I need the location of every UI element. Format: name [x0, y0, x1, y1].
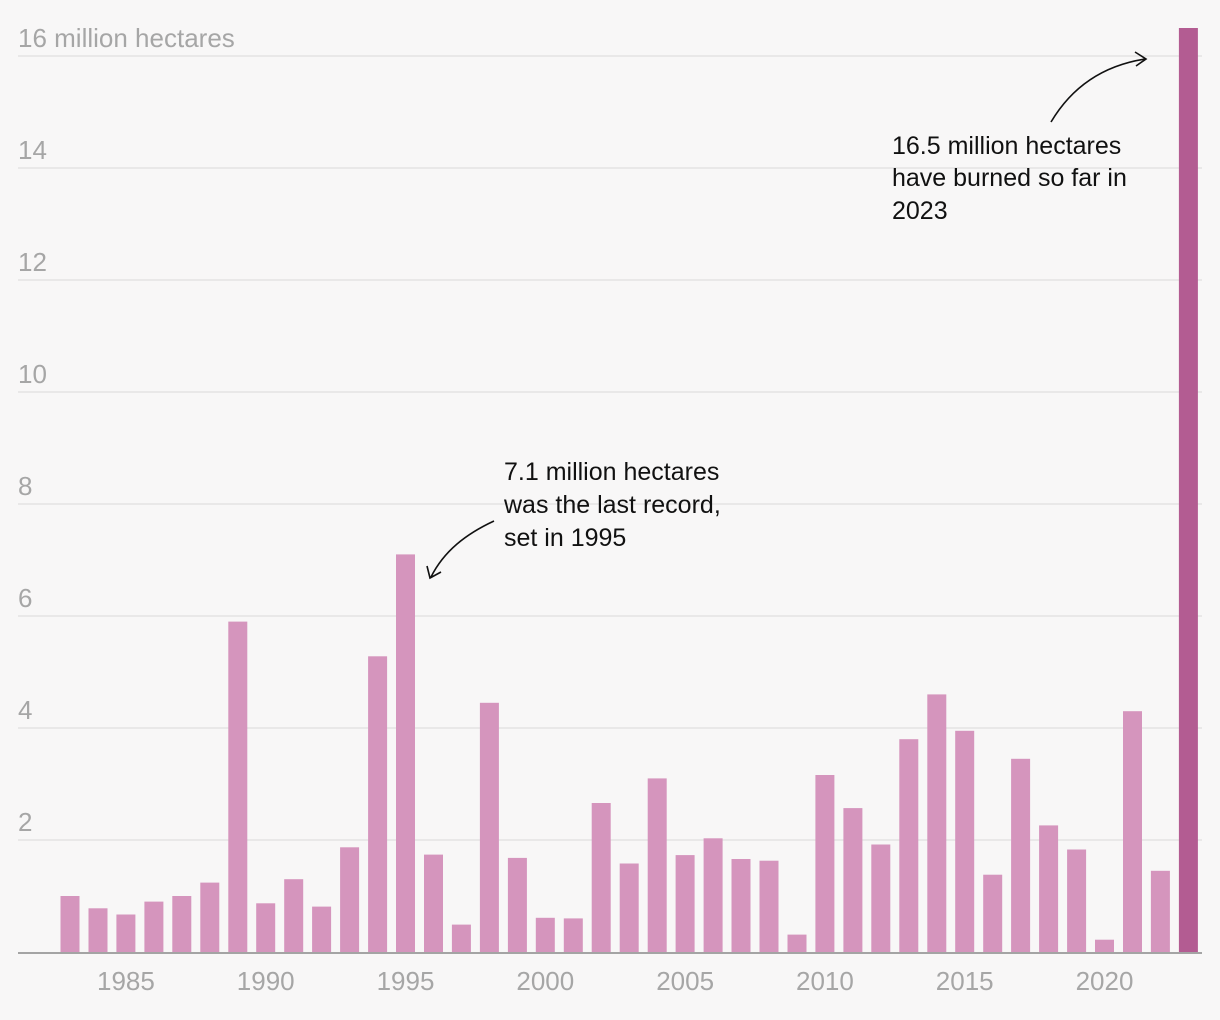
bar-1991	[284, 879, 304, 952]
bar-1997	[451, 924, 471, 952]
bar-1996	[424, 854, 443, 952]
bar-2016	[983, 874, 1003, 952]
y-axis-ticks: 16 million hectares 14 12 10 8 6 4 2	[18, 23, 235, 837]
bar-2010	[815, 775, 835, 952]
bar-1988	[200, 882, 220, 952]
y-tick-label: 6	[18, 583, 32, 613]
bar-1983	[60, 896, 80, 952]
x-tick-label: 2020	[1076, 966, 1134, 996]
bar-2006	[703, 838, 723, 952]
bar-2011	[843, 808, 863, 952]
bar-2001	[563, 918, 583, 952]
x-tick-label: 1990	[237, 966, 295, 996]
y-tick-label: 4	[18, 695, 32, 725]
bar-2008	[759, 860, 779, 952]
gridlines	[18, 55, 1202, 841]
x-tick-label: 2000	[516, 966, 574, 996]
annotation-2023: 16.5 million hectares have burned so far…	[892, 51, 1148, 225]
bar-2002	[591, 803, 611, 952]
bar-2004	[647, 778, 667, 952]
bar-2007	[731, 859, 751, 952]
bar-1985	[116, 914, 136, 952]
bar-2023	[1178, 28, 1198, 952]
bar-1993	[340, 847, 360, 952]
annotation-2023-arrowhead	[1134, 51, 1148, 67]
y-tick-label: 12	[18, 247, 47, 277]
bar-2005	[675, 855, 695, 952]
annotation-1995-arrowhead	[426, 565, 442, 580]
bar-1999	[507, 857, 527, 952]
bar-2012	[871, 844, 891, 952]
x-tick-label: 2010	[796, 966, 854, 996]
bar-1990	[256, 903, 276, 952]
x-axis-ticks: 1985 1990 1995 2000 2005 2010 2015 2020	[97, 966, 1133, 996]
annotation-2023-line-3: 2023	[892, 197, 948, 225]
bar-1992	[312, 906, 332, 952]
y-tick-label: 10	[18, 359, 47, 389]
bar-2018	[1039, 825, 1059, 952]
bar-1987	[172, 896, 192, 952]
bar-2014	[927, 694, 947, 952]
x-tick-label: 1995	[377, 966, 435, 996]
bar-2000	[535, 917, 555, 952]
bar-1994	[368, 656, 388, 952]
y-tick-label: 8	[18, 471, 32, 501]
bar-1984	[88, 908, 108, 952]
annotation-1995-line-1: 7.1 million hectares	[504, 458, 719, 486]
annotation-2023-line-1: 16.5 million hectares	[892, 132, 1121, 160]
bar-2022	[1150, 870, 1170, 952]
bar-2003	[619, 863, 639, 952]
annotation-1995-line-2: was the last record,	[503, 491, 721, 519]
bar-2015	[955, 730, 975, 952]
bar-2020	[1095, 939, 1114, 952]
bar-2009	[787, 934, 807, 952]
x-tick-label: 1985	[97, 966, 155, 996]
x-tick-label: 2015	[936, 966, 994, 996]
annotation-1995-line-3: set in 1995	[504, 524, 626, 552]
x-tick-label: 2005	[656, 966, 714, 996]
bar-2017	[1011, 758, 1031, 952]
bar-1986	[144, 901, 164, 952]
bar-1998	[479, 702, 499, 952]
y-tick-label: 2	[18, 807, 32, 837]
annotation-1995-arrow	[430, 520, 495, 578]
annotation-2023-line-2: have burned so far in	[892, 164, 1127, 192]
y-tick-label: 16 million hectares	[18, 23, 235, 53]
annotation-1995-record: 7.1 million hectares was the last record…	[426, 458, 721, 580]
bar-2021	[1123, 711, 1142, 952]
annotation-2023-arrow	[1050, 58, 1146, 123]
bar-2019	[1067, 849, 1087, 952]
bar-1989	[228, 621, 248, 952]
bar-2013	[899, 739, 919, 952]
y-tick-label: 14	[18, 135, 47, 165]
bars	[60, 28, 1198, 952]
bar-1995	[396, 554, 415, 952]
